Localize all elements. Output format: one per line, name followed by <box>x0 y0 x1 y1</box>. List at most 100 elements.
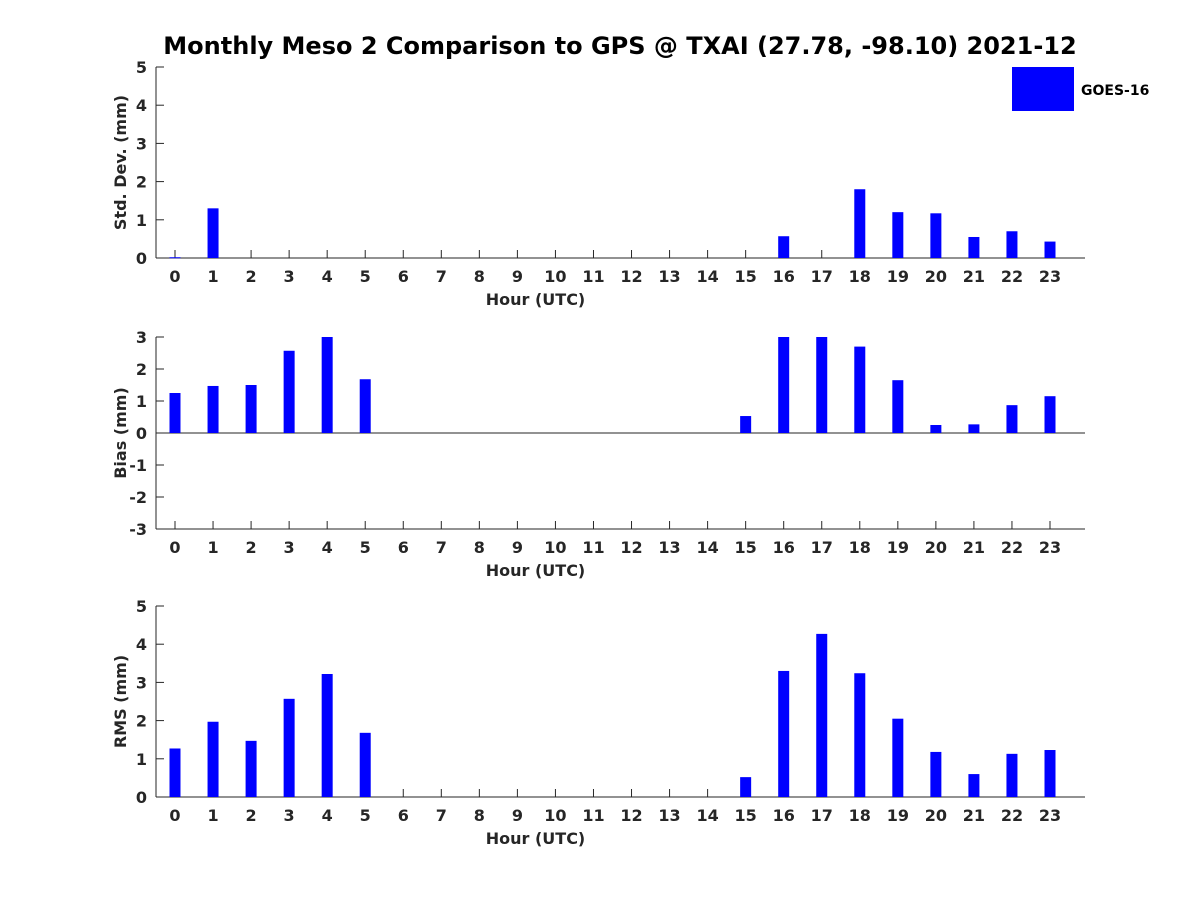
bar <box>778 236 790 258</box>
bar <box>968 424 980 433</box>
x-tick-label: 18 <box>849 267 871 286</box>
y-tick-label: -2 <box>129 488 147 507</box>
x-tick-label: 20 <box>925 806 947 825</box>
x-tick-label: 6 <box>398 267 409 286</box>
bar <box>968 236 980 258</box>
x-tick-label: 2 <box>246 806 257 825</box>
x-tick-label: 13 <box>658 267 680 286</box>
bar <box>1006 231 1018 258</box>
y-tick-label: 1 <box>136 211 147 230</box>
x-tick-label: 7 <box>436 267 447 286</box>
bar <box>740 416 752 433</box>
x-tick-label: 23 <box>1039 806 1061 825</box>
x-tick-label: 7 <box>436 806 447 825</box>
x-tick-label: 6 <box>398 806 409 825</box>
y-tick-label: 4 <box>136 96 147 115</box>
y-tick-label: 0 <box>136 249 147 268</box>
x-tick-label: 13 <box>658 806 680 825</box>
y-tick-label: 5 <box>136 597 147 616</box>
bar <box>1044 241 1056 258</box>
bar <box>892 718 904 797</box>
x-tick-label: 8 <box>474 538 485 557</box>
y-tick-label: -3 <box>129 520 147 539</box>
bar <box>816 633 828 797</box>
y-tick-label: 1 <box>136 750 147 769</box>
x-tick-label: 5 <box>360 267 371 286</box>
x-tick-label: 0 <box>169 267 180 286</box>
x-tick-label: 21 <box>963 267 985 286</box>
x-tick-label: 5 <box>360 538 371 557</box>
x-tick-label: 7 <box>436 538 447 557</box>
bar <box>207 208 219 258</box>
x-tick-label: 9 <box>512 806 523 825</box>
y-tick-label: 3 <box>136 134 147 153</box>
bar <box>283 698 295 797</box>
x-tick-label: 15 <box>735 267 757 286</box>
bar <box>968 774 980 797</box>
x-tick-label: 14 <box>696 538 718 557</box>
x-tick-label: 21 <box>963 538 985 557</box>
x-tick-label: 20 <box>925 267 947 286</box>
x-tick-label: 11 <box>582 538 604 557</box>
x-tick-label: 3 <box>284 806 295 825</box>
bar <box>359 379 371 433</box>
x-axis-label: Hour (UTC) <box>486 829 586 848</box>
x-tick-label: 22 <box>1001 267 1023 286</box>
bar <box>1044 750 1056 797</box>
x-axis-label: Hour (UTC) <box>486 290 586 309</box>
bar <box>1006 753 1018 797</box>
bar <box>740 777 752 797</box>
x-tick-label: 18 <box>849 806 871 825</box>
x-tick-label: 5 <box>360 806 371 825</box>
x-tick-label: 10 <box>544 806 566 825</box>
x-tick-label: 0 <box>169 538 180 557</box>
x-tick-label: 11 <box>582 806 604 825</box>
bar <box>816 337 828 433</box>
x-tick-label: 4 <box>322 538 333 557</box>
x-tick-label: 19 <box>887 806 909 825</box>
x-tick-label: 16 <box>773 267 795 286</box>
x-tick-label: 4 <box>322 806 333 825</box>
bar <box>892 380 904 433</box>
x-tick-label: 1 <box>207 806 218 825</box>
chart-title: Monthly Meso 2 Comparison to GPS @ TXAI … <box>163 32 1076 60</box>
x-tick-label: 20 <box>925 538 947 557</box>
bar <box>1044 396 1056 433</box>
x-tick-label: 22 <box>1001 806 1023 825</box>
y-tick-label: 0 <box>136 424 147 443</box>
y-tick-label: 0 <box>136 788 147 807</box>
x-tick-label: 1 <box>207 267 218 286</box>
bar <box>1006 405 1018 433</box>
bar <box>892 212 904 258</box>
bar <box>245 740 257 797</box>
bar <box>321 337 333 433</box>
x-tick-label: 16 <box>773 806 795 825</box>
bar <box>854 189 866 258</box>
x-tick-label: 19 <box>887 538 909 557</box>
x-axis-label: Hour (UTC) <box>486 561 586 580</box>
x-tick-label: 9 <box>512 267 523 286</box>
y-tick-label: 4 <box>136 635 147 654</box>
bar <box>930 213 942 258</box>
y-tick-label: 1 <box>136 392 147 411</box>
x-tick-label: 17 <box>811 267 833 286</box>
bar <box>169 748 181 797</box>
x-tick-label: 9 <box>512 538 523 557</box>
x-tick-label: 12 <box>620 267 642 286</box>
x-tick-label: 15 <box>735 806 757 825</box>
x-tick-label: 17 <box>811 806 833 825</box>
x-tick-label: 22 <box>1001 538 1023 557</box>
x-tick-label: 16 <box>773 538 795 557</box>
x-tick-label: 12 <box>620 806 642 825</box>
x-tick-label: 18 <box>849 538 871 557</box>
bar <box>854 346 866 433</box>
bar <box>778 670 790 797</box>
y-tick-label: -1 <box>129 456 147 475</box>
bar <box>169 393 181 433</box>
y-tick-label: 3 <box>136 328 147 347</box>
y-tick-label: 2 <box>136 712 147 731</box>
x-tick-label: 11 <box>582 267 604 286</box>
